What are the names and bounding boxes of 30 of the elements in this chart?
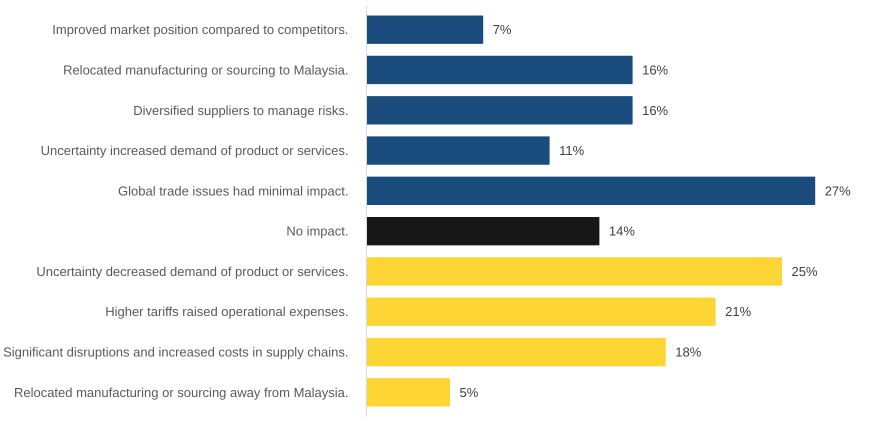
bar (366, 298, 716, 326)
data-label: 25% (792, 264, 818, 279)
data-label: 5% (460, 384, 479, 400)
data-label: 18% (675, 344, 702, 360)
y-tick-label: Significant disruptions and increased costs in supply chains. (3, 344, 349, 360)
data-label: 27% (824, 183, 852, 198)
bar (366, 56, 633, 84)
bar (366, 216, 600, 246)
y-tick-label: Global trade issues had minimal impact. (118, 183, 349, 198)
data-label: 11% (559, 143, 585, 158)
bar (366, 257, 782, 286)
y-tick-label: Relocated manufacturing or sourcing to Malaysia. (63, 62, 349, 78)
y-tick-label: Higher tariffs raised operational expenses. (105, 304, 349, 320)
y-tick-label: Relocated manufacturing or sourcing away from Malaysia. (14, 384, 349, 400)
data-label: 14% (608, 224, 636, 239)
y-tick-label: Improved market position compared to competitors. (52, 22, 349, 38)
y-tick-label: No impact. (286, 224, 349, 239)
bar (366, 136, 550, 165)
y-tick-label: Uncertainty decreased demand of product or services. (36, 264, 349, 279)
bar (366, 378, 450, 407)
data-label: 7% (492, 22, 512, 38)
bar (366, 15, 484, 44)
data-label: 16% (642, 62, 669, 78)
data-label: 16% (642, 102, 669, 118)
bar (366, 338, 666, 366)
y-tick-label: Uncertainty increased demand of product or services. (40, 143, 349, 158)
data-label: 21% (725, 304, 752, 320)
y-tick-label: Diversified suppliers to manage risks. (133, 102, 349, 118)
bar (366, 176, 816, 206)
bar (366, 96, 633, 124)
